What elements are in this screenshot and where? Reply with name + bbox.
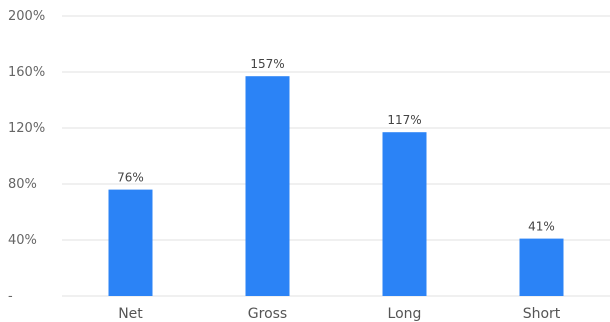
data-label-gross: 157% bbox=[250, 57, 284, 71]
grid-lines bbox=[62, 15, 610, 297]
y-tick-label: 80% bbox=[8, 177, 37, 192]
x-axis-categories: Net Gross Long Short bbox=[118, 306, 561, 322]
data-label-long: 117% bbox=[387, 113, 421, 127]
y-tick-label: 120% bbox=[8, 121, 45, 136]
y-tick-label: - bbox=[8, 289, 13, 304]
x-tick-label-net: Net bbox=[118, 306, 143, 322]
y-tick-label: 200% bbox=[8, 9, 45, 24]
bar-gross bbox=[245, 76, 290, 296]
y-tick-label: 160% bbox=[8, 65, 45, 80]
bars bbox=[108, 76, 564, 296]
y-axis-ticks: - 40% 80% 120% 160% 200% bbox=[8, 9, 45, 304]
bar-short bbox=[519, 238, 564, 296]
x-tick-label-long: Long bbox=[388, 306, 422, 322]
x-tick-label-gross: Gross bbox=[248, 306, 287, 322]
y-tick-label: 40% bbox=[8, 233, 37, 248]
x-tick-label-short: Short bbox=[523, 306, 561, 322]
bar-long bbox=[382, 132, 427, 296]
data-label-short: 41% bbox=[528, 220, 555, 234]
bar-net bbox=[108, 189, 153, 296]
data-labels: 76% 157% 117% 41% bbox=[117, 57, 555, 233]
data-label-net: 76% bbox=[117, 171, 144, 185]
